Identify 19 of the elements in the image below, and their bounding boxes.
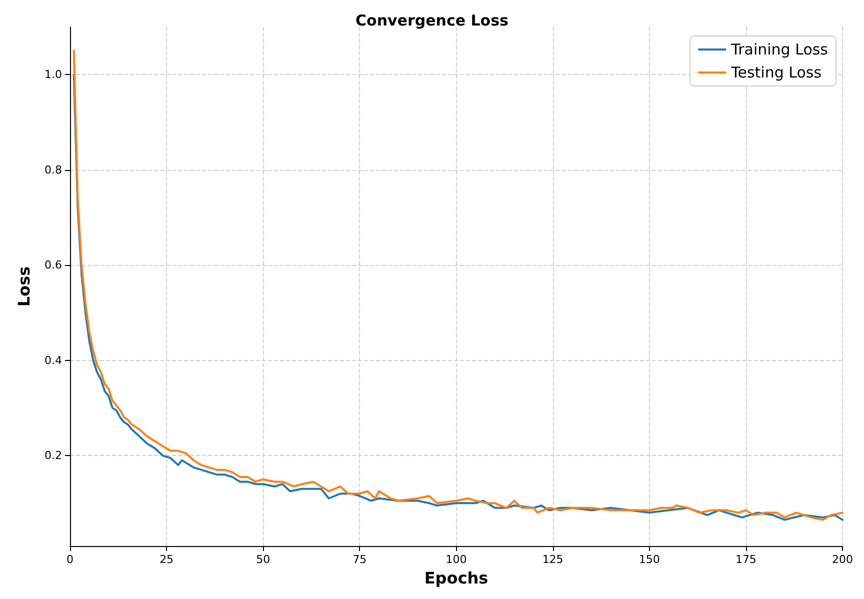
chart-title: Convergence Loss [356, 12, 509, 30]
legend-label: Training Loss [730, 40, 828, 58]
x-tick-label: 125 [542, 553, 564, 566]
x-tick-label: 75 [352, 553, 367, 566]
x-tick-label: 200 [832, 553, 853, 566]
x-tick-label: 25 [160, 553, 174, 566]
x-tick-label: 175 [735, 553, 756, 566]
x-tick-label: 50 [256, 553, 270, 566]
y-tick-label: 0.6 [44, 258, 62, 272]
y-tick-label: 0.8 [44, 163, 62, 176]
x-axis-title: Epochs [424, 568, 488, 588]
x-tick-label: 150 [638, 553, 660, 566]
y-tick-label: 1.0 [44, 68, 62, 82]
y-tick-label: 0.2 [44, 449, 62, 462]
legend-label: Testing Loss [730, 64, 822, 82]
y-tick-label: 0.4 [44, 354, 62, 367]
y-axis-title: Loss [14, 266, 34, 307]
x-tick-label: 100 [446, 553, 467, 566]
x-tick-label: 0 [66, 553, 74, 566]
